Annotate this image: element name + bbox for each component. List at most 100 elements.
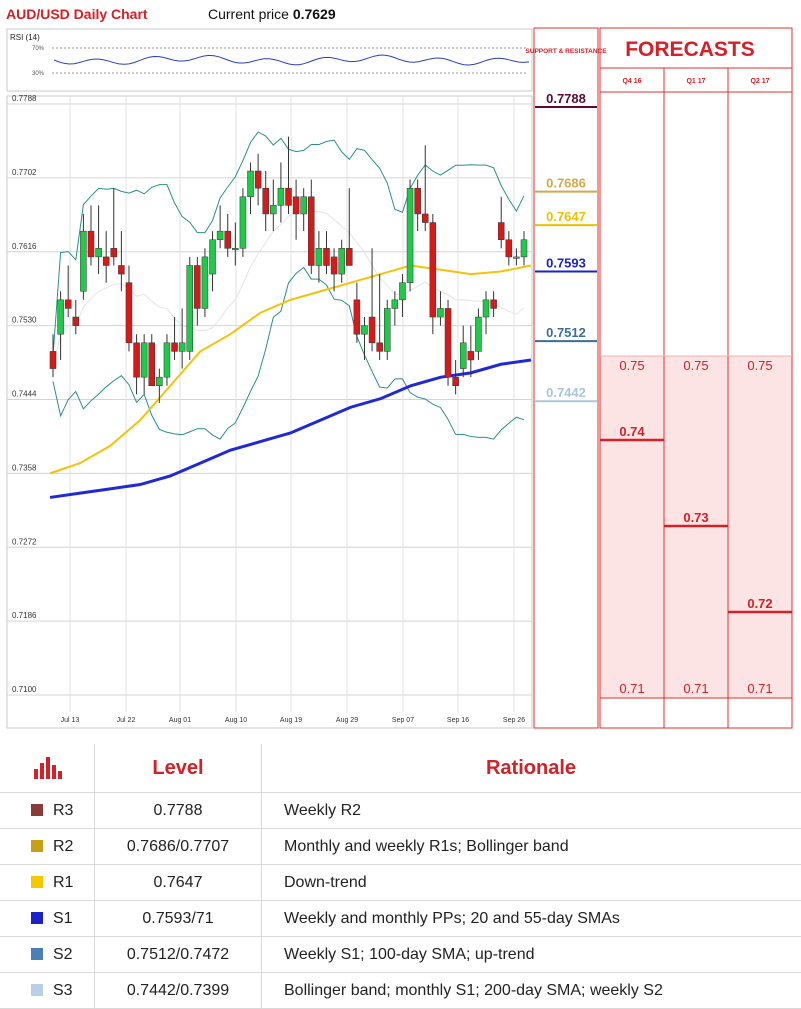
level-color-swatch [31,804,43,816]
levels-table-header: Level Rationale [0,744,801,793]
candle-body [96,248,102,257]
level-value: 0.7686/0.7707 [95,829,262,865]
level-name-cell: R2 [0,829,95,865]
candle-body [384,308,390,351]
level-color-swatch [31,912,43,924]
level-name: R1 [53,874,73,891]
forecast-low-value: 0.71 [683,681,708,696]
candle-body [65,300,71,309]
candle-body [118,265,124,274]
x-tick-label: Jul 22 [117,717,136,724]
candle-body [225,231,231,248]
level-rationale: Down-trend [262,865,801,901]
candle-body [210,240,216,274]
level-rationale: Weekly and monthly PPs; 20 and 55-day SM… [262,901,801,937]
level-color-swatch [31,876,43,888]
candle-body [263,188,269,214]
candle-body [278,188,284,205]
level-name: R2 [53,838,73,855]
candle-body [103,257,109,266]
candle-body [498,223,504,240]
forecast-high-value: 0.75 [747,358,772,373]
candle-body [354,300,360,334]
level-value: 0.7442/0.7399 [95,973,262,1009]
forecast-col-label: Q1 17 [686,78,705,85]
rsi-level-70: 70% [32,46,45,52]
candle-body [248,171,254,197]
price-panel [7,96,532,728]
candle-body [270,205,276,214]
forecast-col-label: Q4 16 [622,78,641,85]
candle-body [339,248,345,274]
level-color-swatch [31,840,43,852]
level-name: S1 [53,910,73,927]
candle-body [134,343,140,377]
level-value: 0.7788 [95,793,262,829]
level-rationale: Monthly and weekly R1s; Bollinger band [262,829,801,865]
candle-body [361,326,367,335]
y-tick-label: 0.7100 [12,685,37,694]
candle-body [50,351,56,368]
candle-body [475,317,481,351]
candle-body [172,343,178,352]
candle-body [58,300,64,334]
candle-body [399,283,405,300]
x-tick-label: Sep 26 [503,717,525,724]
candle-body [453,377,459,386]
level-name: S2 [53,946,73,963]
forecast-title: FORECASTS [625,38,755,61]
level-name: S3 [53,982,73,999]
rsi-panel: RSI (14) 70% 30% [7,29,532,91]
y-tick-label: 0.7788 [12,94,37,103]
candle-body [415,188,421,214]
rationale-header: Rationale [262,744,801,793]
candle-body [521,240,527,257]
candle-body [217,231,223,240]
forecast-high-value: 0.75 [683,358,708,373]
level-value: 0.7593/71 [95,901,262,937]
candle-body [392,300,398,309]
candle-body [126,283,132,343]
candle-body [460,343,466,369]
candle-body [187,265,193,351]
sr-level-label: 0.7686 [546,176,586,191]
sr-level-label: 0.7647 [546,209,586,224]
bar-chart-icon-cell [0,744,95,793]
candle-body [164,343,170,377]
candle-body [377,343,383,352]
candle-body [491,300,497,309]
forecast-high-value: 0.75 [619,358,644,373]
candle-body [323,248,329,265]
rsi-label: RSI (14) [10,33,40,42]
sr-column: SUPPORT & RESISTANCE 0.77880.76860.76470… [525,28,607,728]
forecast-col-label: Q2 17 [750,78,769,85]
candle-body [156,377,162,386]
candle-body [301,197,307,214]
level-name: R3 [53,802,73,819]
forecast-target-value: 0.74 [619,424,645,439]
chart-area: RSI (14) 70% 30% 0.77880.77020.76160.753… [0,0,801,744]
candle-body [308,197,314,266]
bar-chart-icon [33,757,63,779]
forecast-target-value: 0.73 [683,510,708,525]
candle-body [179,343,185,352]
candle-body [437,308,443,317]
y-tick-label: 0.7616 [12,242,37,251]
level-rationale: Weekly R2 [262,793,801,829]
x-tick-label: Aug 19 [280,717,302,724]
level-color-swatch [31,984,43,996]
candle-body [255,171,261,188]
candle-body [293,197,299,214]
candle-body [407,188,413,282]
level-color-swatch [31,948,43,960]
level-value: 0.7647 [95,865,262,901]
level-name-cell: R3 [0,793,95,829]
y-tick-label: 0.7358 [12,463,37,472]
